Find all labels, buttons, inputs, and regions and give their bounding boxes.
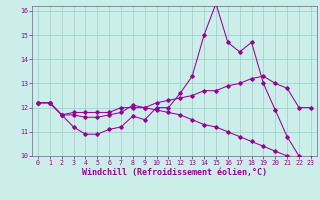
X-axis label: Windchill (Refroidissement éolien,°C): Windchill (Refroidissement éolien,°C) <box>82 168 267 177</box>
